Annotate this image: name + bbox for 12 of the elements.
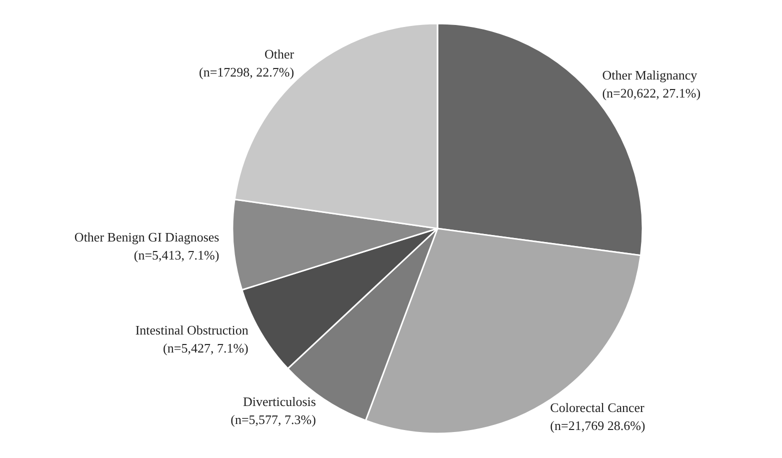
data-label: (n=17298, 22.7%) xyxy=(199,64,294,80)
slice-label: Diverticulosis xyxy=(243,394,316,410)
data-label: (n=20,622, 27.1%) xyxy=(602,86,701,101)
slice-label: Intestinal Obstruction xyxy=(135,322,249,338)
slice-label: Other Benign GI Diagnoses xyxy=(74,230,220,245)
data-label: (n=5,577, 7.3%) xyxy=(230,412,316,428)
slice-label: Other xyxy=(264,46,295,62)
data-label: (n=5,413, 7.1%) xyxy=(134,248,220,263)
slice-label: Other Malignancy xyxy=(602,68,698,83)
data-label: (n=5,427, 7.1%) xyxy=(163,340,248,356)
data-label: (n=21,769 28.6%) xyxy=(550,418,646,433)
slice-label: Colorectal Cancer xyxy=(550,400,646,415)
